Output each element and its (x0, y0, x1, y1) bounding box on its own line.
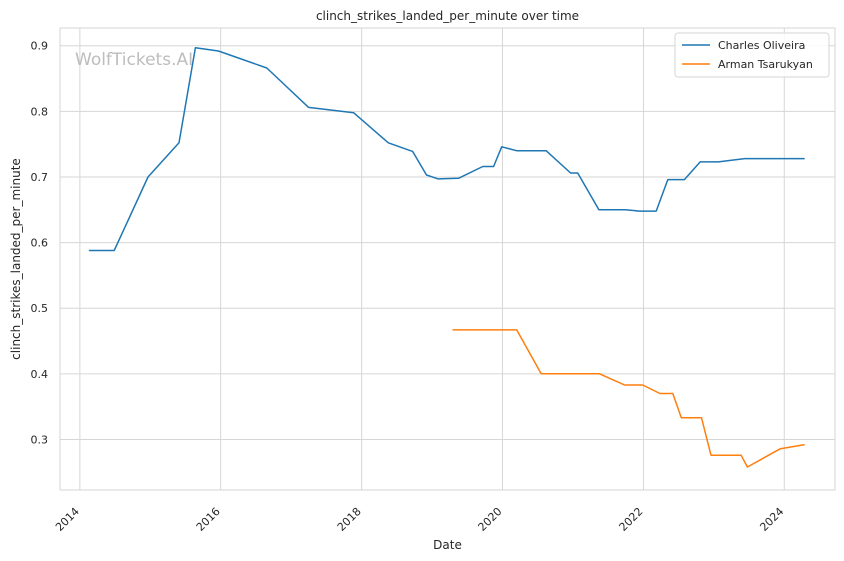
plot-area (59, 27, 836, 491)
y-tick-label: 0.3 (31, 433, 49, 446)
y-axis-title: clinch_strikes_landed_per_minute (9, 158, 23, 360)
x-tick-label: 2020 (476, 505, 505, 534)
series-line-arman-tsarukyan (452, 329, 805, 468)
y-tick-label: 0.5 (31, 302, 49, 315)
watermark: WolfTickets.AI (75, 50, 193, 70)
y-tick-label: 0.7 (31, 171, 49, 184)
legend-label-charles-oliveira: Charles Oliveira (718, 39, 805, 52)
x-tick-labels: 2014 2016 2018 2020 2022 2024 (53, 505, 786, 534)
x-tick-label: 2024 (757, 505, 786, 534)
x-tick-label: 2018 (335, 505, 364, 534)
series-line-charles-oliveira (88, 46, 805, 252)
series-layer (88, 46, 805, 468)
y-tick-label: 0.8 (31, 105, 49, 118)
chart-title: clinch_strikes_landed_per_minute over ti… (316, 9, 579, 23)
x-tick-label: 2016 (194, 505, 223, 534)
x-tick-label: 2022 (617, 505, 646, 534)
legend-box (674, 32, 830, 78)
y-tick-label: 0.6 (31, 237, 49, 250)
legend-label-arman-tsarukyan: Arman Tsarukyan (718, 58, 813, 71)
y-tick-label: 0.9 (31, 40, 49, 53)
x-gridlines (79, 28, 785, 490)
y-tick-label: 0.4 (31, 368, 49, 381)
legend: Charles Oliveira Arman Tsarukyan (674, 32, 830, 78)
y-tick-labels: 0.3 0.4 0.5 0.6 0.7 0.8 0.9 (31, 40, 49, 447)
x-tick-label: 2014 (53, 505, 82, 534)
x-axis-title: Date (433, 538, 462, 552)
